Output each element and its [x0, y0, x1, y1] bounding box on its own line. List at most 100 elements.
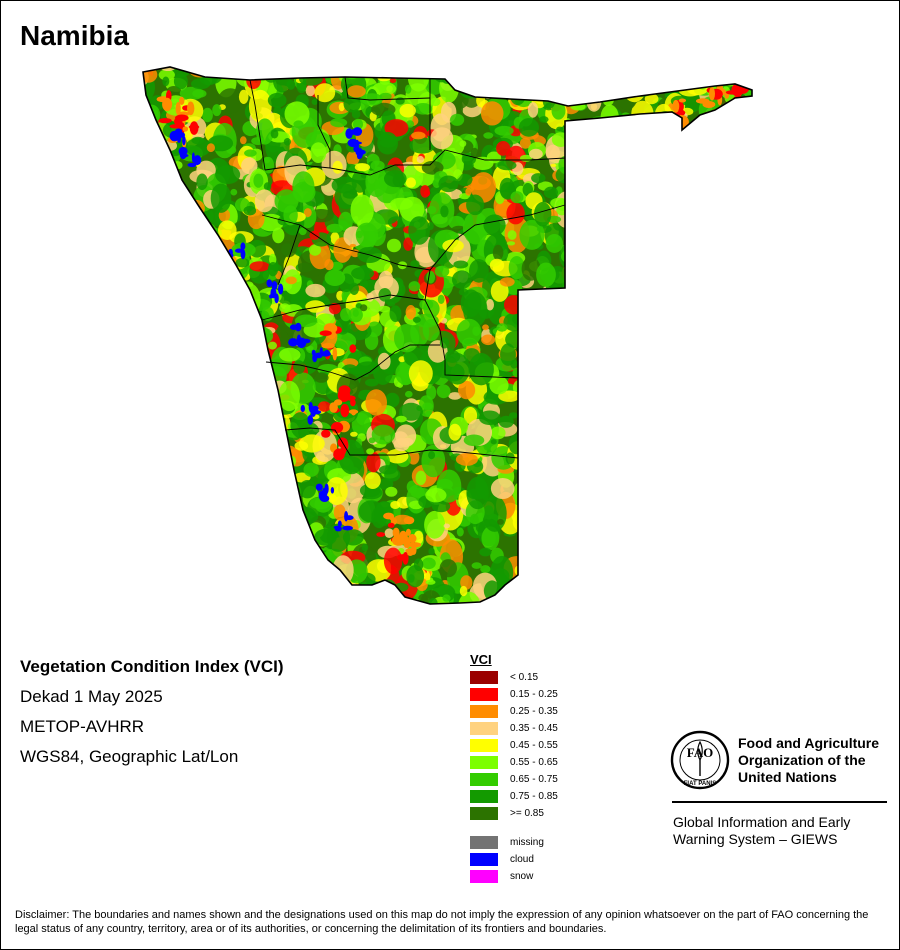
vci-patch — [527, 324, 540, 338]
vci-patch — [740, 131, 752, 143]
vci-patch — [511, 67, 531, 84]
vci-patch — [598, 166, 616, 190]
vci-patch — [745, 404, 752, 420]
vci-patch — [371, 506, 387, 529]
vci-patch — [679, 584, 698, 594]
vci-patch — [598, 428, 617, 443]
vci-patch — [408, 281, 421, 292]
vci-patch — [243, 365, 266, 383]
vci-patch — [190, 523, 204, 535]
vci-patch — [215, 371, 241, 403]
vci-patch — [191, 78, 211, 90]
vci-patch — [621, 331, 631, 344]
vci-patch — [146, 580, 167, 604]
vci-patch — [704, 414, 726, 434]
vci-patch — [480, 101, 504, 126]
vci-patch — [243, 305, 253, 315]
vci-patch — [219, 546, 242, 567]
vci-patch — [235, 355, 261, 393]
vci-patch — [646, 558, 662, 568]
vci-patch — [528, 490, 536, 499]
vci-patch — [593, 280, 607, 294]
cloud-patch — [176, 133, 182, 143]
cloud-patch — [187, 162, 197, 168]
vci-patch — [302, 587, 328, 604]
vci-patch — [556, 382, 572, 398]
region-boundary — [261, 294, 426, 321]
vci-patch — [176, 357, 189, 370]
system-line: Global Information and Early — [673, 814, 851, 830]
vci-patch — [567, 329, 578, 343]
vci-patch — [196, 341, 211, 359]
vci-patch — [383, 512, 395, 520]
vci-patch — [146, 571, 165, 581]
vci-patch — [215, 589, 238, 604]
vci-patch — [183, 368, 190, 378]
vci-patch — [754, 116, 768, 129]
vci-patch — [294, 441, 309, 451]
vci-patch — [690, 234, 706, 248]
vci-patch — [280, 67, 297, 71]
vci-patch — [465, 187, 472, 196]
vci-patch — [159, 447, 169, 458]
vci-patch — [409, 137, 436, 154]
vci-patch — [573, 67, 585, 72]
vci-patch — [698, 301, 714, 321]
vci-patch — [637, 500, 651, 518]
vci-patch — [697, 120, 703, 133]
vci-patch — [254, 456, 266, 474]
vci-patch — [565, 156, 584, 172]
vci-patch — [530, 319, 542, 332]
vci-patch — [659, 423, 670, 431]
vci-patch — [576, 418, 587, 425]
vci-patch — [613, 385, 620, 394]
vci-patch — [259, 460, 275, 479]
vci-patch — [143, 395, 160, 416]
cloud-patch — [315, 483, 323, 491]
vci-patch — [625, 219, 639, 228]
vci-patch — [585, 249, 593, 257]
vci-patch — [596, 420, 609, 432]
vci-patch — [649, 162, 656, 166]
vci-patch — [269, 253, 277, 265]
vci-patch — [579, 359, 590, 371]
vci-patch — [143, 492, 168, 518]
vci-patch — [244, 149, 257, 157]
vci-patch — [509, 84, 526, 106]
vci-patch — [666, 496, 675, 506]
organization-line: Food and Agriculture — [738, 735, 880, 751]
vci-patch — [172, 266, 186, 278]
vci-patch — [567, 133, 576, 139]
vci-patch — [585, 566, 603, 587]
vci-patch — [602, 323, 626, 336]
vci-patch — [522, 182, 533, 197]
vci-patch — [236, 457, 246, 468]
vci-patch — [713, 582, 734, 602]
vci-patch — [540, 559, 560, 572]
vci-patch — [632, 581, 640, 587]
vci-patch — [439, 337, 450, 349]
vci-patch — [190, 327, 212, 348]
vci-patch — [716, 433, 727, 449]
vci-patch — [220, 413, 229, 421]
vci-patch — [602, 67, 628, 92]
cloud-patch — [310, 410, 322, 415]
vci-patch — [644, 268, 662, 283]
vci-patch — [721, 410, 746, 441]
vci-patch — [716, 186, 723, 192]
vci-patch — [628, 594, 644, 604]
vci-patch — [625, 371, 648, 402]
vci-patch — [283, 490, 294, 502]
vci-patch — [715, 472, 741, 501]
vci-patch — [321, 343, 335, 349]
vci-patch — [181, 526, 192, 537]
vci-patch — [163, 383, 179, 404]
vci-patch — [599, 78, 612, 95]
vci-patch — [725, 507, 743, 522]
vci-patch — [540, 566, 563, 598]
vci-patch — [268, 341, 277, 350]
vci-patch — [619, 143, 627, 148]
vci-patch — [612, 67, 630, 90]
vci-patch — [168, 261, 189, 286]
legend-label: 0.25 - 0.35 — [510, 706, 558, 717]
